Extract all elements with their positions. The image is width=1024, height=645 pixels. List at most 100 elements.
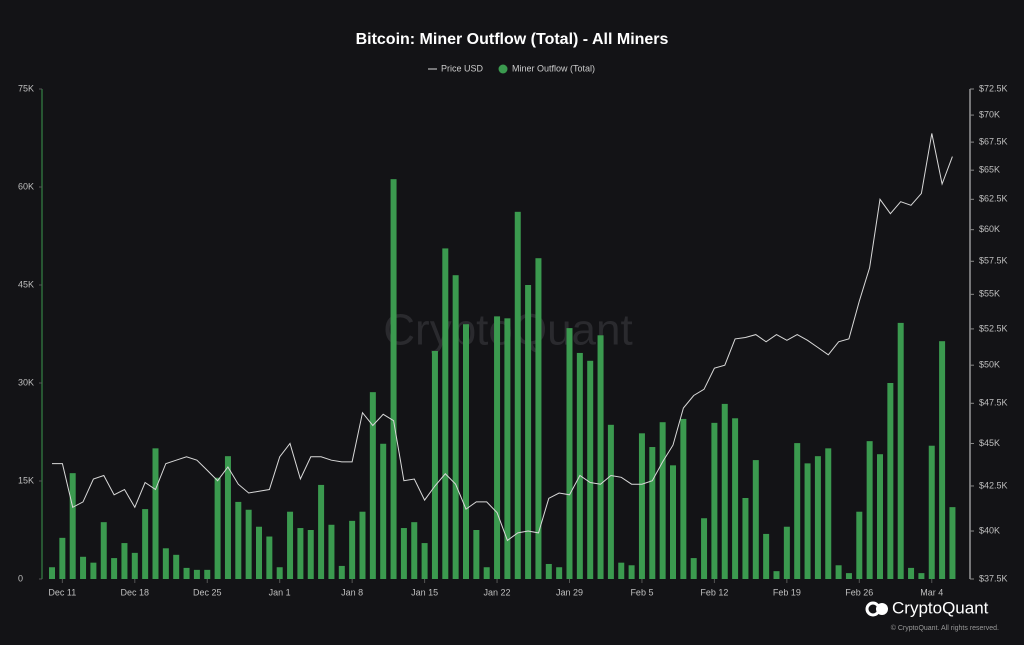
bar	[328, 524, 335, 579]
bar	[690, 558, 697, 579]
bar	[224, 456, 231, 579]
bar	[111, 558, 118, 579]
y2-tick-label: $47.5K	[979, 398, 1008, 408]
bar	[266, 536, 273, 579]
bar	[183, 567, 190, 579]
legend-label: Miner Outflow (Total)	[512, 63, 595, 73]
bar	[576, 352, 583, 579]
brand-logo: CryptoQuant © CryptoQuant. All rights re…	[865, 598, 999, 632]
bar	[928, 445, 935, 579]
bar	[845, 573, 852, 579]
bar	[245, 509, 252, 579]
bar	[545, 563, 552, 579]
bar	[711, 422, 718, 579]
bar	[193, 569, 200, 579]
bar	[804, 463, 811, 579]
bar	[763, 533, 770, 579]
bar	[866, 441, 873, 579]
bar	[152, 448, 159, 579]
x-tick-label: Jan 22	[484, 587, 511, 597]
bar	[338, 565, 345, 579]
y2-tick-label: $62.5K	[979, 194, 1008, 204]
bar	[649, 447, 656, 579]
price-line	[52, 133, 953, 542]
x-tick-label: Dec 18	[121, 587, 150, 597]
bar	[307, 530, 314, 579]
x-tick-label: Jan 29	[556, 587, 583, 597]
bar	[162, 548, 169, 579]
bar	[442, 248, 449, 579]
bar	[411, 522, 418, 579]
y2-tick-label: $50K	[979, 360, 1000, 370]
bar	[939, 341, 946, 579]
x-tick-label: Feb 19	[773, 587, 801, 597]
bar	[421, 543, 428, 579]
y2-tick-label: $60K	[979, 224, 1000, 234]
y2-tick-label: $37.5K	[979, 573, 1008, 583]
y-tick-label: 75K	[18, 83, 34, 93]
bar	[214, 477, 221, 579]
bar	[918, 573, 925, 579]
y2-tick-label: $55K	[979, 289, 1000, 299]
bar	[742, 497, 749, 579]
bar	[90, 562, 97, 579]
bar	[483, 567, 490, 579]
bar	[856, 511, 863, 579]
x-tick-label: Feb 26	[845, 587, 873, 597]
y2-tick-label: $40K	[979, 525, 1000, 535]
bar	[380, 443, 387, 579]
bar	[670, 465, 676, 579]
x-tick-label: Jan 15	[411, 587, 438, 597]
bar	[877, 454, 883, 579]
bar	[814, 456, 821, 579]
y2-tick-label: $45K	[979, 438, 1000, 448]
bar	[835, 565, 842, 579]
bar	[142, 509, 149, 579]
bar	[69, 473, 76, 579]
bar	[949, 507, 956, 579]
x-tick-label: Dec 11	[48, 587, 76, 597]
logo-icon	[876, 603, 888, 615]
y2-tick-label: $72.5K	[979, 83, 1008, 93]
bar	[680, 418, 687, 579]
x-tick-label: Jan 8	[341, 587, 363, 597]
bar	[49, 567, 55, 579]
bar	[607, 424, 614, 579]
y-tick-label: 60K	[18, 181, 34, 191]
bar	[556, 567, 563, 579]
bar	[80, 556, 87, 579]
bar	[297, 528, 304, 579]
bar	[318, 484, 325, 579]
x-tick-label: Dec 25	[193, 587, 222, 597]
bar	[908, 567, 915, 579]
bar	[494, 316, 501, 579]
bar	[463, 324, 469, 579]
bar	[825, 448, 832, 579]
bar	[732, 418, 739, 579]
bar	[204, 569, 211, 579]
y2-tick-label: $65K	[979, 165, 1000, 175]
bar	[121, 543, 128, 579]
bar	[473, 530, 480, 579]
y2-tick-label: $52.5K	[979, 323, 1008, 333]
bar	[256, 526, 262, 579]
bar	[514, 211, 521, 579]
bar	[235, 501, 242, 579]
bar	[566, 328, 573, 579]
y2-tick-label: $42.5K	[979, 480, 1008, 490]
bar	[369, 392, 376, 579]
y-tick-label: 0	[18, 573, 23, 583]
chart-title: Bitcoin: Miner Outflow (Total) - All Min…	[356, 31, 669, 48]
bar	[390, 179, 397, 579]
y-tick-label: 45K	[18, 279, 34, 289]
bar	[131, 552, 138, 579]
bar	[525, 285, 532, 579]
y2-tick-label: $70K	[979, 109, 1000, 119]
bar	[59, 537, 66, 579]
bar	[701, 518, 708, 579]
bar	[897, 322, 904, 579]
bar	[287, 511, 294, 579]
bar	[887, 383, 894, 579]
